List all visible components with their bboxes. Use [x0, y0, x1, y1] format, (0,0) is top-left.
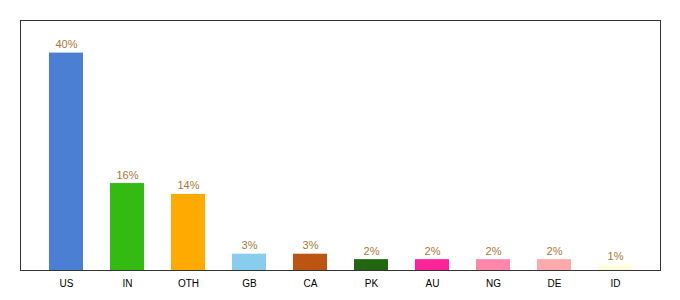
svg-text:2%: 2%	[486, 245, 502, 257]
svg-text:OTH: OTH	[178, 278, 199, 289]
svg-text:PK: PK	[365, 278, 379, 289]
svg-text:IN: IN	[123, 278, 133, 289]
svg-text:GB: GB	[242, 278, 257, 289]
svg-text:2%: 2%	[547, 245, 563, 257]
svg-text:2%: 2%	[425, 245, 441, 257]
svg-text:US: US	[60, 278, 74, 289]
svg-text:2%: 2%	[364, 245, 380, 257]
svg-text:DE: DE	[548, 278, 562, 289]
svg-text:ID: ID	[611, 278, 621, 289]
svg-text:16%: 16%	[116, 169, 138, 181]
svg-text:AU: AU	[426, 278, 440, 289]
svg-text:14%: 14%	[177, 179, 199, 191]
svg-text:3%: 3%	[303, 239, 319, 251]
svg-text:NG: NG	[486, 278, 501, 289]
svg-text:CA: CA	[304, 278, 318, 289]
svg-text:1%: 1%	[608, 250, 624, 262]
svg-text:40%: 40%	[55, 38, 77, 50]
svg-text:3%: 3%	[242, 239, 258, 251]
